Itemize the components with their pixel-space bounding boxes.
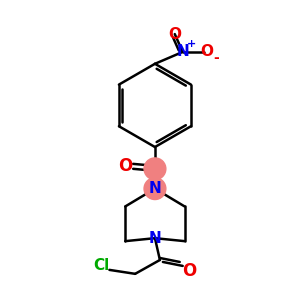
Text: Cl: Cl: [93, 258, 110, 273]
Text: O: O: [118, 157, 132, 175]
Text: N: N: [148, 181, 161, 196]
Circle shape: [144, 158, 166, 180]
Circle shape: [144, 178, 166, 200]
Text: N: N: [148, 231, 161, 246]
Text: O: O: [168, 27, 181, 42]
Text: +: +: [187, 39, 196, 49]
Text: N: N: [176, 44, 189, 59]
Text: O: O: [182, 262, 197, 280]
Text: O: O: [200, 44, 213, 59]
Text: -: -: [214, 51, 219, 65]
